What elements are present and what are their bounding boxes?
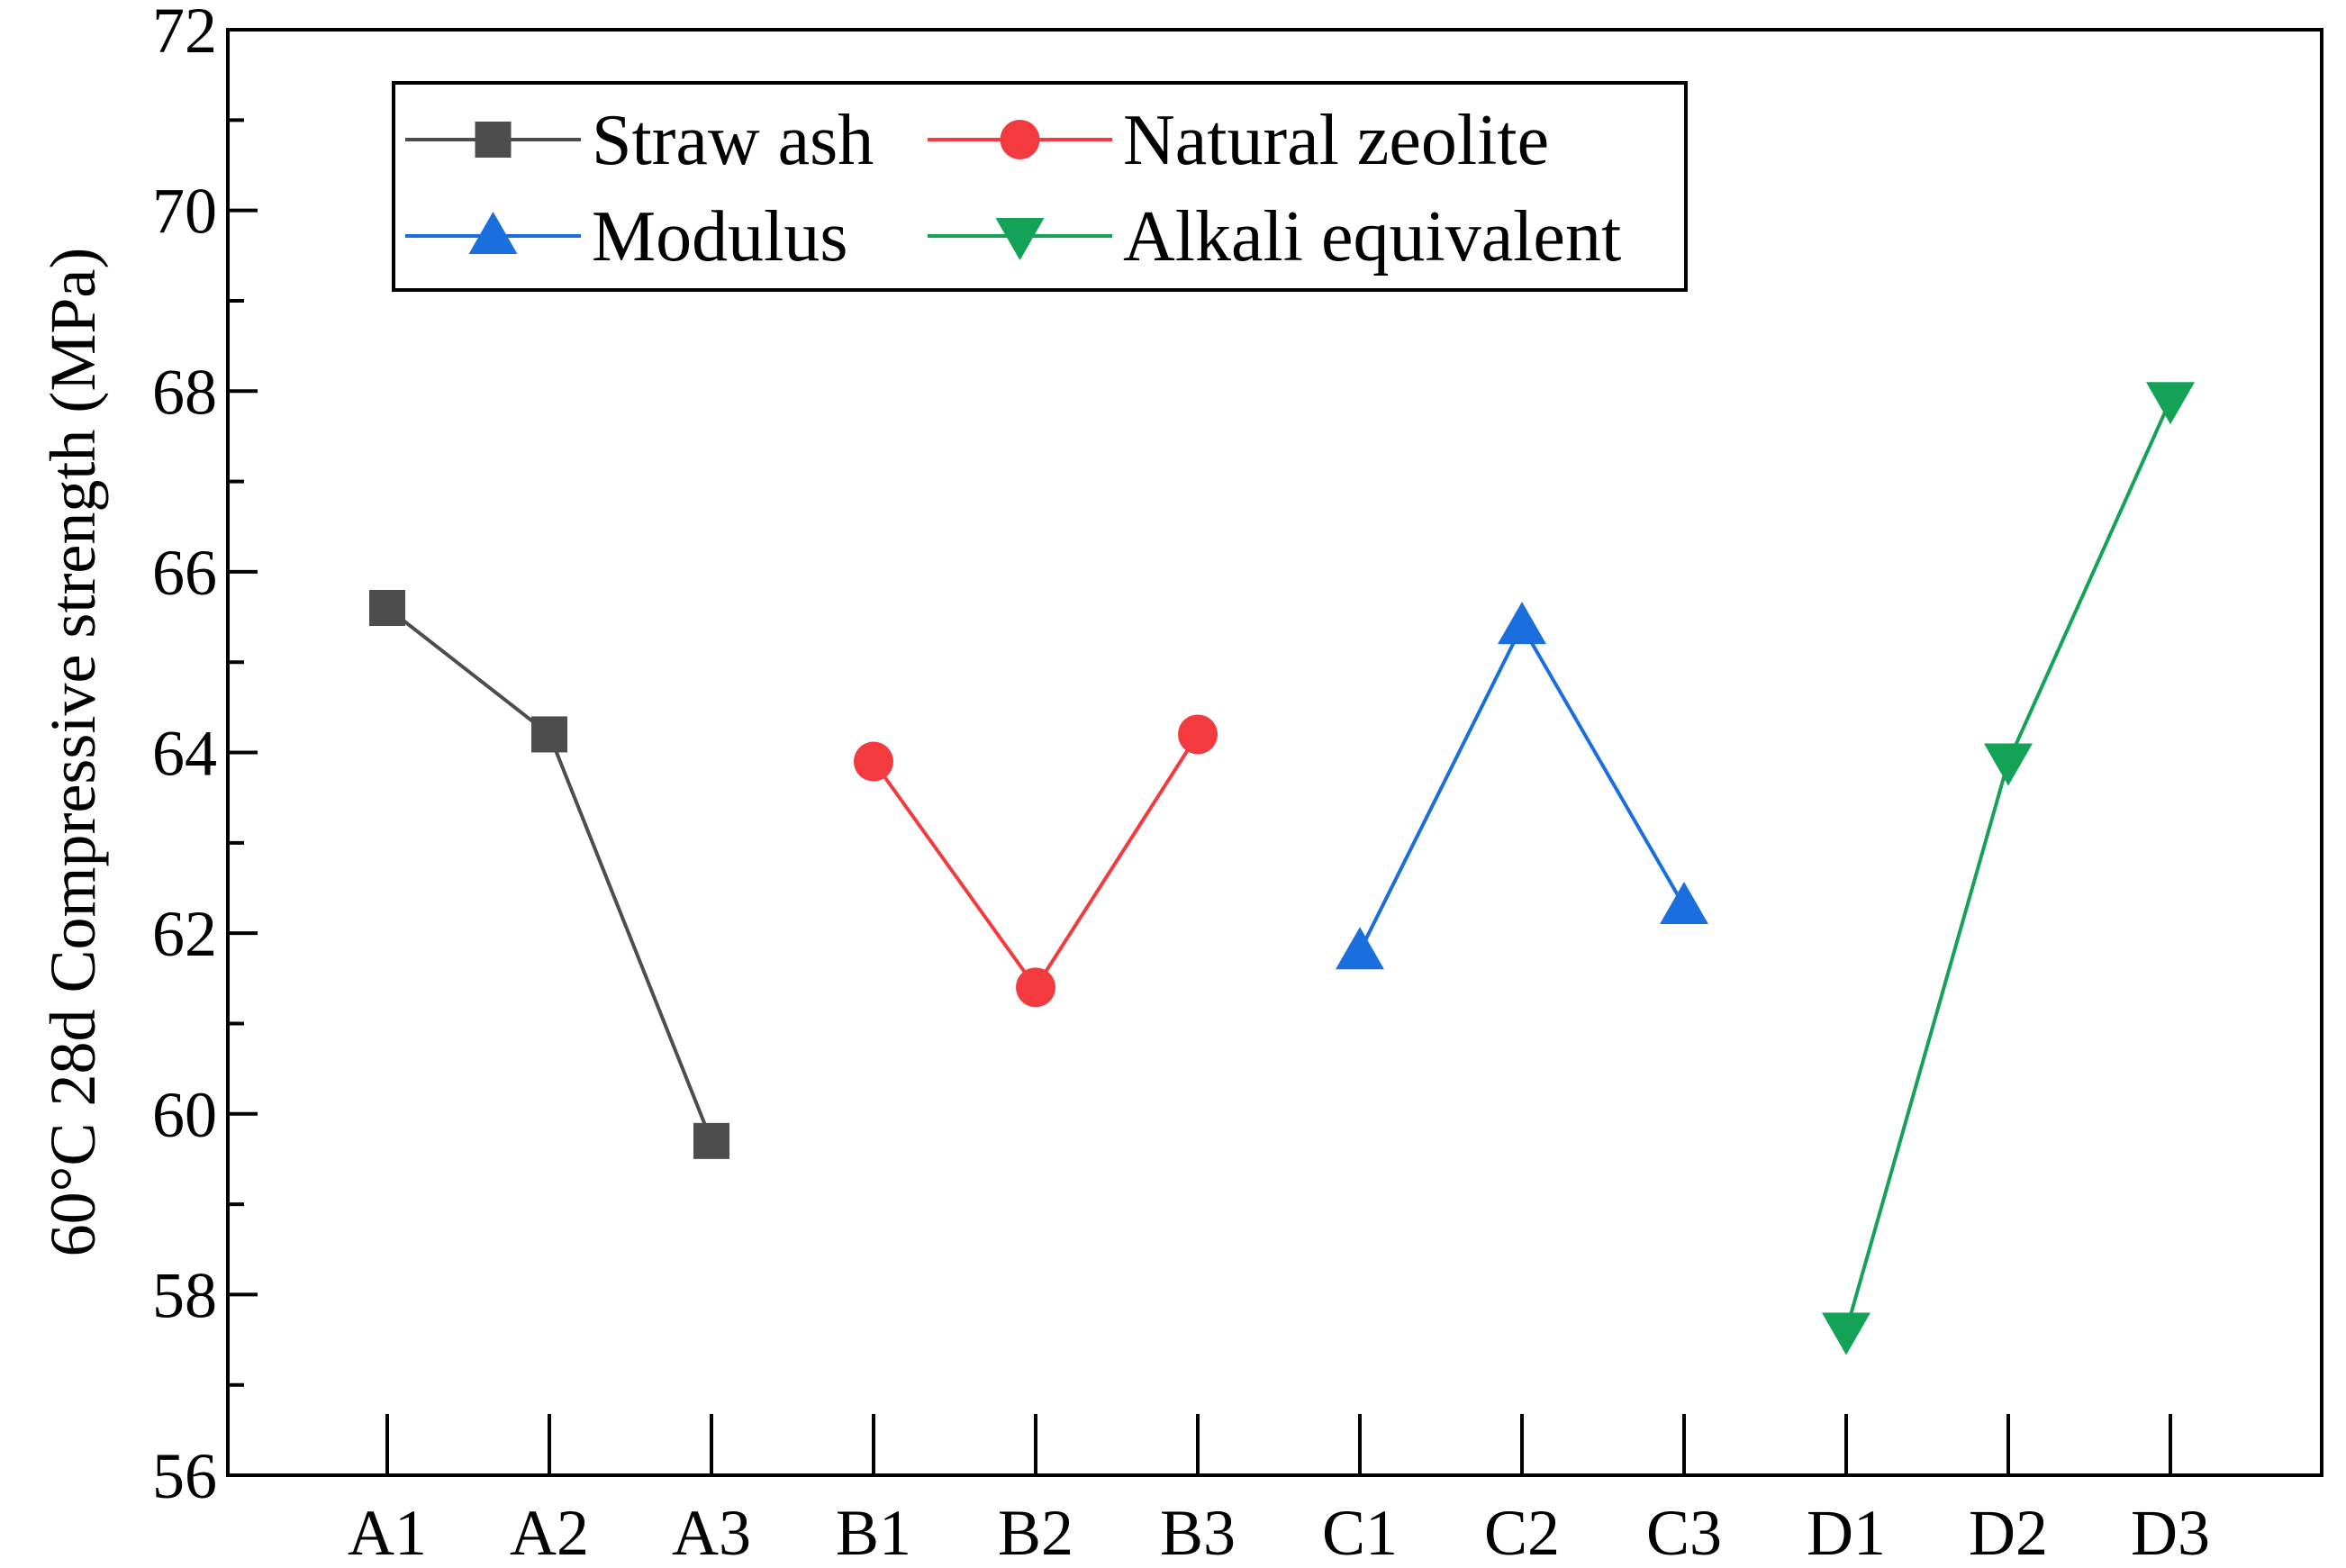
x-tick-label: D2 bbox=[1969, 1497, 2048, 1568]
x-tick-label: B2 bbox=[998, 1497, 1073, 1568]
y-tick-label: 64 bbox=[152, 718, 217, 790]
y-tick-label: 70 bbox=[152, 176, 217, 248]
x-tick-label: B3 bbox=[1160, 1497, 1236, 1568]
x-tick-label: D3 bbox=[2131, 1497, 2210, 1568]
legend-marker-alkali-equivalent bbox=[995, 218, 1045, 260]
x-tick-label: C1 bbox=[1322, 1497, 1398, 1568]
data-point-natural-zeolite bbox=[1016, 967, 1055, 1008]
x-tick-label: B1 bbox=[836, 1497, 911, 1568]
legend-marker-natural-zeolite bbox=[1000, 120, 1040, 159]
x-tick-label: A2 bbox=[510, 1497, 589, 1568]
data-point-alkali-equivalent bbox=[1984, 743, 2033, 786]
y-tick-label: 62 bbox=[152, 898, 217, 970]
series-line-alkali-equivalent bbox=[1844, 399, 2172, 1332]
x-tick-label: C3 bbox=[1646, 1497, 1722, 1568]
x-tick-label: A3 bbox=[672, 1497, 751, 1568]
series-layer bbox=[369, 382, 2195, 1355]
data-point-modulus bbox=[1498, 602, 1546, 645]
y-axis: 56 58 60 62 64 66 68 70 72 bbox=[152, 0, 258, 1512]
data-point-natural-zeolite bbox=[1178, 714, 1218, 755]
legend-marker-modulus bbox=[468, 212, 518, 254]
data-point-straw-ash bbox=[693, 1122, 729, 1159]
data-point-straw-ash bbox=[531, 716, 567, 753]
x-tick-label: C2 bbox=[1484, 1497, 1560, 1568]
x-tick-label: A1 bbox=[348, 1497, 427, 1568]
legend-box bbox=[392, 81, 1688, 292]
data-point-alkali-equivalent bbox=[2146, 382, 2195, 425]
series-line-modulus bbox=[1358, 621, 1686, 953]
y-tick-label: 66 bbox=[152, 537, 217, 609]
y-tick-label: 72 bbox=[152, 0, 217, 67]
legend-label-alkali-equivalent: Alkali equivalent bbox=[1123, 197, 1621, 276]
x-axis: A1 A2 A3 B1 B2 B3 C1 C2 C3 D1 D2 D3 bbox=[348, 1414, 2210, 1568]
legend: Straw ash Natural zeolite Modulus Alkali eq… bbox=[392, 81, 1688, 292]
series-line-straw-ash bbox=[385, 606, 713, 1142]
legend-label-straw-ash: Straw ash bbox=[592, 101, 874, 180]
legend-label-natural-zeolite: Natural zeolite bbox=[1123, 101, 1549, 180]
data-point-modulus bbox=[1336, 927, 1384, 970]
legend-marker-straw-ash bbox=[475, 122, 512, 158]
data-point-alkali-equivalent bbox=[1822, 1312, 1870, 1355]
y-axis-title: 60°C 28d Compressive strength (MPa) bbox=[37, 248, 109, 1257]
y-tick-label: 60 bbox=[152, 1079, 217, 1151]
y-tick-label: 68 bbox=[152, 356, 217, 428]
series-line-natural-zeolite bbox=[872, 733, 1200, 991]
y-tick-label: 56 bbox=[152, 1440, 217, 1512]
data-point-natural-zeolite bbox=[854, 741, 893, 782]
y-tick-label: 58 bbox=[152, 1259, 217, 1331]
data-point-modulus bbox=[1660, 882, 1708, 925]
x-tick-label: D1 bbox=[1807, 1497, 1886, 1568]
legend-label-modulus: Modulus bbox=[592, 197, 848, 276]
data-point-straw-ash bbox=[369, 590, 405, 626]
